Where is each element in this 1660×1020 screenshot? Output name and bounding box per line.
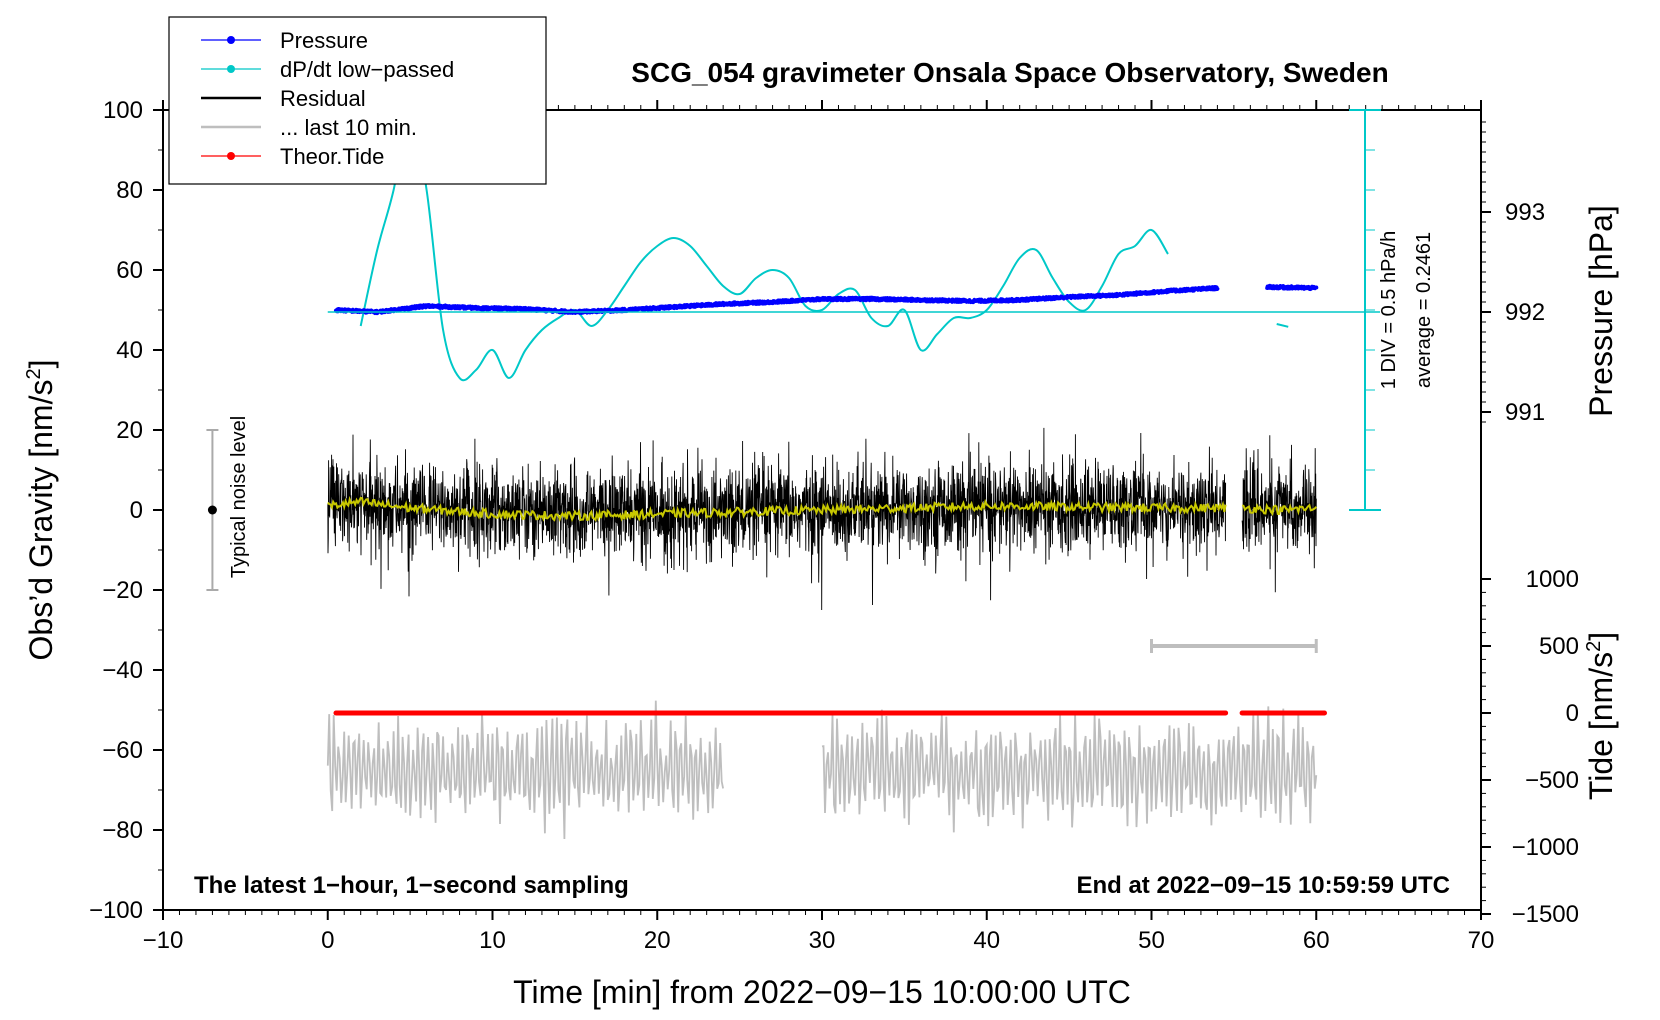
legend-item: Pressure	[201, 28, 368, 53]
tide-tick-label: −1500	[1512, 901, 1579, 928]
pressure-tick-label: 992	[1505, 299, 1545, 326]
legend-label: Theor.Tide	[280, 144, 384, 169]
left-note: The latest 1−hour, 1−second sampling	[194, 872, 629, 899]
tide-tick-label: 1000	[1526, 566, 1579, 593]
y-tick-label: 0	[130, 497, 143, 524]
legend-marker	[227, 36, 235, 44]
y-tick-label: −20	[102, 577, 143, 604]
tide-tick-label: 0	[1566, 700, 1579, 727]
pressure-series	[334, 283, 1319, 316]
y-tick-label: −100	[89, 897, 143, 924]
y-axis: 100 80 60 40 20 0 −20 −40 −60 −80 −100	[89, 97, 163, 924]
chart-annotations	[206, 109, 1381, 653]
gray-segment	[821, 706, 1318, 833]
legend-item: Theor.Tide	[201, 144, 384, 169]
legend-marker	[227, 65, 235, 73]
pressure-tick-label: 993	[1505, 199, 1545, 226]
x-axis: −10 0 10 20 30 40 50 60 70	[143, 100, 1495, 954]
y-tick-label: −80	[102, 817, 143, 844]
tide-axis: 1000 500 0 −500 −1000 −1500	[1481, 566, 1579, 928]
noise-bar-center	[207, 505, 217, 515]
y-tick-label: −40	[102, 657, 143, 684]
last-10min-series	[326, 700, 1318, 840]
dpdt-line	[359, 108, 1169, 382]
y-tick-label: 80	[116, 177, 143, 204]
legend-item: ... last 10 min.	[201, 115, 417, 140]
smoothed-segment	[1241, 502, 1318, 517]
x-tick-label: 50	[1138, 927, 1165, 954]
average-label: average = 0.2461	[1413, 232, 1435, 388]
right-note: End at 2022−09−15 10:59:59 UTC	[1076, 872, 1450, 899]
x-axis-label: Time [min] from 2022−09−15 10:00:00 UTC	[513, 974, 1131, 1010]
y-tick-label: 100	[103, 97, 143, 124]
dpdt-series	[359, 108, 1289, 382]
x-tick-label: 70	[1468, 927, 1495, 954]
tide-axis-label: Tide [nm/s2]	[1583, 632, 1619, 800]
x-tick-label: 30	[809, 927, 836, 954]
pressure-axis-label: Pressure [hPa]	[1583, 205, 1619, 417]
y-tick-label: 40	[116, 337, 143, 364]
tide-tick-label: −1000	[1512, 834, 1579, 861]
x-tick-label: 20	[644, 927, 671, 954]
legend-item: Residual	[201, 86, 366, 111]
noise-label: Typical noise level	[228, 416, 250, 578]
div-label: 1 DIV = 0.5 hPa/h	[1378, 231, 1400, 389]
pressure-axis: 993 992 991	[1481, 121, 1545, 426]
pressure-segment	[334, 285, 1220, 316]
smoothed-segment	[327, 495, 1227, 523]
pressure-tick-label: 991	[1505, 399, 1545, 426]
gray-segment	[326, 700, 724, 840]
x-tick-label: −10	[143, 927, 184, 954]
legend-item: dP/dt low−passed	[201, 57, 454, 82]
y-tick-label: 20	[116, 417, 143, 444]
legend-label: ... last 10 min.	[280, 115, 417, 140]
legend: Pressure dP/dt low−passed Residual ... last…	[168, 16, 547, 185]
legend-label: dP/dt low−passed	[280, 57, 454, 82]
y-tick-label: 60	[116, 257, 143, 284]
residual-smoothed-series	[327, 495, 1318, 523]
x-tick-label: 10	[479, 927, 506, 954]
x-tick-label: 60	[1303, 927, 1330, 954]
legend-label: Pressure	[280, 28, 368, 53]
y-tick-label: −60	[102, 737, 143, 764]
dpdt-fragment	[1276, 323, 1289, 328]
x-tick-label: 0	[321, 927, 334, 954]
x-tick-label: 40	[973, 927, 1000, 954]
chart-title: SCG_054 gravimeter Onsala Space Observat…	[631, 57, 1388, 88]
y-axis-label: Obs’d Gravity [nm/s2]	[23, 360, 59, 661]
legend-label: Residual	[280, 86, 366, 111]
residual-segment	[327, 427, 1227, 611]
tide-tick-label: 500	[1539, 633, 1579, 660]
pressure-segment	[1265, 283, 1319, 291]
tide-tick-label: −500	[1525, 767, 1579, 794]
legend-marker	[227, 152, 235, 160]
residual-series	[327, 427, 1317, 611]
